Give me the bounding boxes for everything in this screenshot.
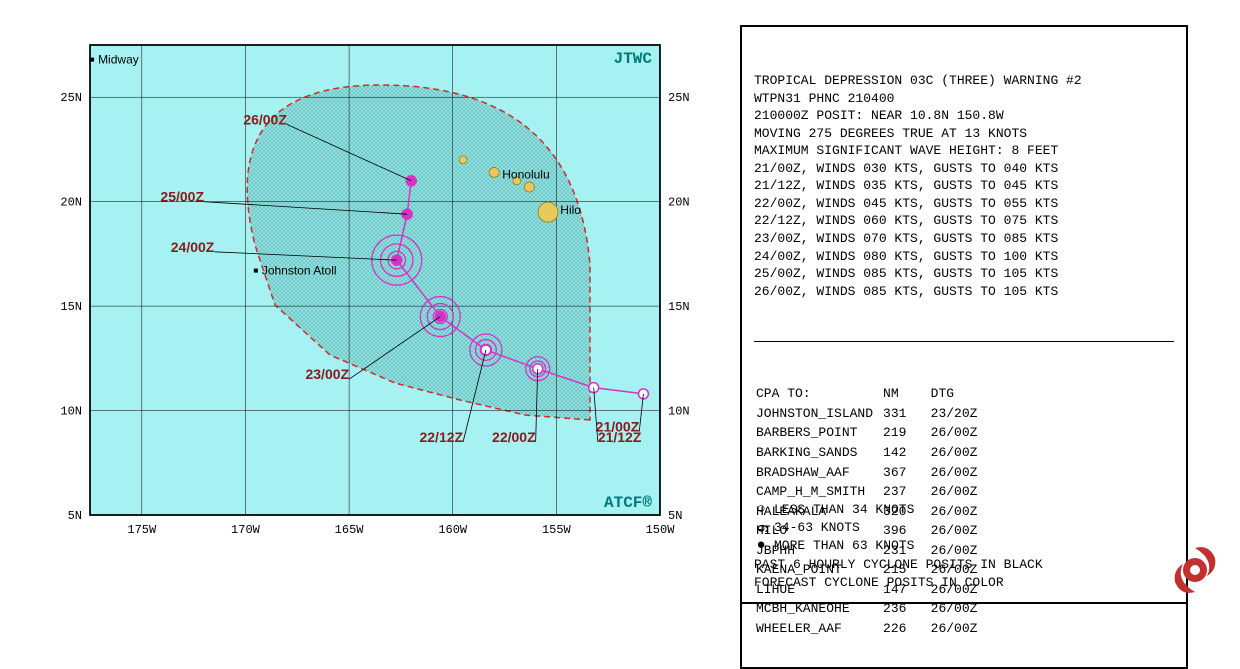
svg-text:24/00Z: 24/00Z [171, 239, 215, 255]
svg-text:Midway: Midway [98, 53, 139, 67]
svg-text:160W: 160W [438, 523, 468, 537]
svg-text:25N: 25N [60, 91, 82, 105]
svg-text:15N: 15N [60, 300, 82, 314]
svg-text:22/12Z: 22/12Z [419, 429, 463, 445]
warning-header: TROPICAL DEPRESSION 03C (THREE) WARNING … [754, 72, 1174, 300]
svg-text:Honolulu: Honolulu [502, 168, 549, 182]
track-chart: 175W170W165W160W155W150W5N5N10N10N15N15N… [30, 25, 690, 545]
svg-text:5N: 5N [668, 509, 682, 523]
svg-text:10N: 10N [668, 405, 690, 419]
svg-text:20N: 20N [668, 196, 690, 210]
svg-text:22/00Z: 22/00Z [492, 429, 536, 445]
svg-text:21/12Z: 21/12Z [598, 429, 642, 445]
svg-text:20N: 20N [60, 196, 82, 210]
svg-text:165W: 165W [335, 523, 365, 537]
svg-text:5N: 5N [68, 509, 82, 523]
svg-text:10N: 10N [60, 405, 82, 419]
svg-text:155W: 155W [542, 523, 572, 537]
jtwc-logo-icon [1165, 540, 1225, 600]
svg-text:25N: 25N [668, 91, 690, 105]
svg-text:170W: 170W [231, 523, 261, 537]
svg-text:23/00Z: 23/00Z [305, 366, 349, 382]
svg-text:15N: 15N [668, 300, 690, 314]
svg-text:JTWC: JTWC [614, 50, 653, 68]
svg-text:25/00Z: 25/00Z [160, 189, 204, 205]
svg-text:Johnston Atoll: Johnston Atoll [262, 264, 337, 278]
svg-text:ATCF®: ATCF® [604, 494, 652, 512]
svg-text:26/00Z: 26/00Z [243, 111, 287, 127]
svg-text:150W: 150W [646, 523, 676, 537]
legend-panel: ○LESS THAN 34 KNOTS634-63 KNOTS●MORE THA… [740, 495, 1188, 604]
svg-text:Hilo: Hilo [560, 203, 581, 217]
svg-text:175W: 175W [127, 523, 157, 537]
